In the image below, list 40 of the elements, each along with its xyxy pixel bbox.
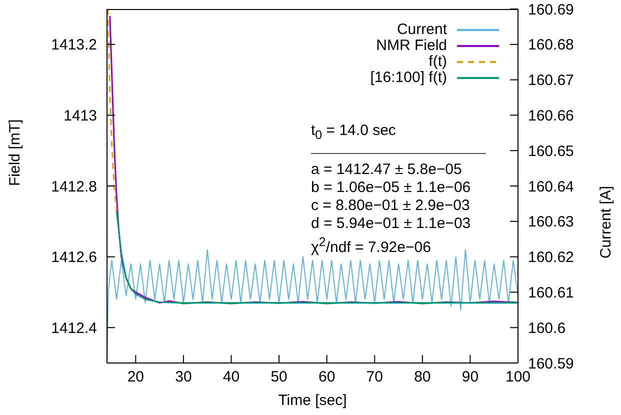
legend-label: f(t) xyxy=(428,53,447,70)
legend-label: NMR Field xyxy=(376,37,447,54)
y-tick-label: 1413 xyxy=(64,108,97,125)
x-tick-label: 30 xyxy=(175,368,192,386)
y-axis-title: Field [mT] xyxy=(6,119,24,186)
x-tick-label: 70 xyxy=(366,368,383,386)
y2-tick-label: 160.63 xyxy=(528,214,574,231)
y2-tick-label: 160.69 xyxy=(528,1,574,18)
y2-axis-title: Current [A] xyxy=(597,186,614,259)
y-tick-label: 1412.6 xyxy=(51,249,97,266)
line-series xyxy=(107,9,118,212)
y-tick-label: 1413.2 xyxy=(51,36,97,54)
line-series xyxy=(116,210,518,304)
annotation: c = 8.80e−01 ± 2.9e−03 xyxy=(311,197,471,215)
x-tick-label: 100 xyxy=(505,368,531,386)
annotation: t$_{0}$ = 14.0 sec xyxy=(311,122,397,144)
x-tick-label: 90 xyxy=(462,368,479,386)
x-tick-label: 40 xyxy=(222,368,240,386)
y2-tick-label: 160.66 xyxy=(528,108,574,125)
y2-tick-label: 160.67 xyxy=(528,72,574,90)
x-tick-label: 20 xyxy=(127,368,144,386)
x-tick-label: 50 xyxy=(270,368,288,386)
annotation: d = 5.94e−01 ± 1.1e−03 xyxy=(311,215,472,233)
y2-tick-label: 160.59 xyxy=(528,355,574,372)
y2-tick-label: 160.68 xyxy=(528,36,574,54)
x-axis-title: Time [sec] xyxy=(278,392,347,409)
legend-label: [16:100] f(t) xyxy=(370,69,447,86)
y2-tick-label: 160.62 xyxy=(528,249,574,266)
y-tick-label: 1412.4 xyxy=(51,320,97,337)
legend-label: Current xyxy=(396,21,447,38)
x-tick-label: 60 xyxy=(318,368,336,386)
x-tick-label: 80 xyxy=(414,368,431,386)
y-tick-label: 1412.8 xyxy=(51,178,97,196)
y2-tick-label: 160.6 xyxy=(528,320,566,337)
y2-tick-label: 160.65 xyxy=(528,142,574,160)
annotation: a = 1412.47 ± 5.8e−05 xyxy=(311,161,463,179)
y2-tick-label: 160.61 xyxy=(528,284,574,302)
annotation: χ$^{2}$/ndf = 7.92e−06 xyxy=(311,234,432,257)
y2-tick-label: 160.64 xyxy=(528,178,574,196)
annotation: b = 1.06e−05 ± 1.1e−06 xyxy=(311,179,472,197)
